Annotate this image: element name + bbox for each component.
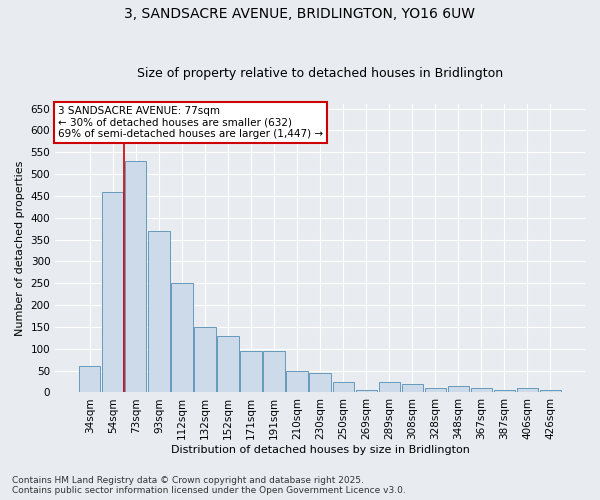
X-axis label: Distribution of detached houses by size in Bridlington: Distribution of detached houses by size …	[170, 445, 470, 455]
Bar	[494, 390, 515, 392]
Bar	[194, 327, 215, 392]
Bar	[517, 388, 538, 392]
Bar	[401, 384, 423, 392]
Bar	[356, 390, 377, 392]
Text: Contains HM Land Registry data © Crown copyright and database right 2025.
Contai: Contains HM Land Registry data © Crown c…	[12, 476, 406, 495]
Y-axis label: Number of detached properties: Number of detached properties	[15, 160, 25, 336]
Bar	[217, 336, 239, 392]
Bar	[286, 370, 308, 392]
Bar	[125, 161, 146, 392]
Bar	[310, 373, 331, 392]
Text: 3 SANDSACRE AVENUE: 77sqm
← 30% of detached houses are smaller (632)
69% of semi: 3 SANDSACRE AVENUE: 77sqm ← 30% of detac…	[58, 106, 323, 139]
Title: Size of property relative to detached houses in Bridlington: Size of property relative to detached ho…	[137, 66, 503, 80]
Bar	[540, 390, 561, 392]
Bar	[148, 231, 170, 392]
Bar	[448, 386, 469, 392]
Bar	[379, 382, 400, 392]
Bar	[172, 284, 193, 393]
Bar	[241, 351, 262, 393]
Bar	[425, 388, 446, 392]
Bar	[102, 192, 124, 392]
Text: 3, SANDSACRE AVENUE, BRIDLINGTON, YO16 6UW: 3, SANDSACRE AVENUE, BRIDLINGTON, YO16 6…	[125, 8, 476, 22]
Bar	[263, 351, 284, 393]
Bar	[332, 382, 353, 392]
Bar	[79, 366, 100, 392]
Bar	[470, 388, 492, 392]
